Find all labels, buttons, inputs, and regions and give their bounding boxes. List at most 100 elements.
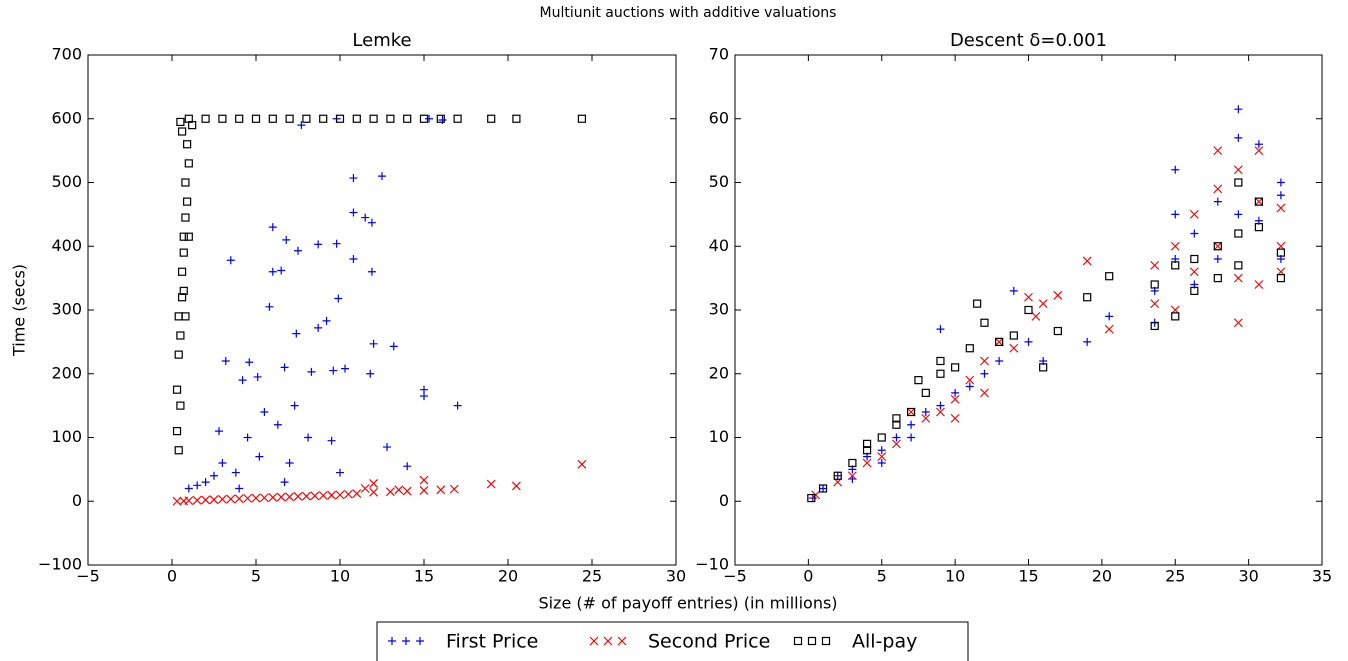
plus-marker (1234, 210, 1243, 219)
square-marker (833, 471, 842, 480)
plus-marker (307, 367, 316, 376)
square-marker (179, 286, 188, 295)
plus-marker (1276, 191, 1285, 200)
y-tick-label: 50 (709, 172, 729, 191)
plus-marker (367, 267, 376, 276)
square-marker (184, 159, 193, 168)
plus-marker (329, 366, 338, 375)
x-marker (936, 407, 945, 417)
x-marker (921, 413, 931, 423)
square-marker (1053, 326, 1062, 336)
x-marker (369, 487, 379, 497)
x-marker (1031, 311, 1041, 321)
x-tick-label: 25 (1165, 567, 1185, 586)
y-tick-label: 0 (72, 491, 82, 510)
plus-marker (341, 364, 350, 373)
square-marker (177, 267, 187, 276)
x-marker (811, 490, 821, 500)
plus-marker (1234, 133, 1243, 142)
x-tick-label: 35 (1312, 567, 1332, 586)
square-marker (184, 114, 193, 123)
square-marker (936, 369, 945, 378)
square-marker (176, 117, 185, 127)
square-marker (302, 114, 311, 123)
x-marker (1276, 203, 1286, 213)
plot-frame (734, 54, 1323, 566)
legend-label: First Price (446, 631, 538, 653)
square-marker (179, 232, 188, 241)
series-square (807, 178, 1286, 503)
chart-title: Lemke (352, 30, 411, 51)
x-marker (335, 490, 345, 500)
square-marker (818, 484, 828, 493)
square-marker (251, 114, 261, 123)
square-marker (319, 114, 328, 123)
plus-marker (184, 484, 193, 493)
plus-marker (253, 372, 262, 381)
square-marker (403, 114, 412, 123)
plus-marker (268, 223, 277, 232)
x-marker (906, 407, 916, 417)
x-marker (209, 495, 219, 505)
plus-marker (1276, 178, 1285, 187)
plus-marker (819, 484, 828, 493)
square-marker (807, 636, 817, 646)
square-marker (177, 127, 187, 136)
plus-marker (285, 459, 294, 467)
x-marker (419, 485, 429, 495)
square-marker (183, 140, 192, 149)
square-marker (1276, 248, 1286, 257)
square-marker (1234, 178, 1243, 187)
plus-marker (314, 323, 323, 332)
square-marker (995, 337, 1004, 346)
square-marker (285, 114, 294, 123)
plus-marker (273, 420, 282, 429)
square-marker (921, 388, 930, 397)
square-marker (1150, 321, 1159, 331)
x-tick-label: 10 (330, 567, 350, 586)
plus-marker (268, 267, 277, 276)
x-marker (172, 496, 182, 506)
series-plus (808, 105, 1285, 503)
plus-marker (193, 481, 202, 490)
x-tick-label: 10 (945, 567, 965, 586)
square-marker (1190, 254, 1199, 264)
series-plus (184, 114, 462, 493)
x-marker (1150, 299, 1160, 309)
x-marker (268, 493, 278, 502)
x-marker (394, 485, 404, 495)
y-tick-label: 100 (51, 427, 82, 446)
plus-marker (995, 357, 1004, 365)
plus-marker (965, 382, 974, 391)
square-marker (386, 114, 395, 123)
plus-marker (215, 427, 224, 436)
x-marker (1189, 267, 1199, 277)
x-marker (511, 481, 521, 491)
x-tick-label: 30 (1238, 567, 1258, 586)
plus-marker (280, 478, 289, 487)
x-marker (877, 452, 887, 462)
y-tick-label: 10 (709, 427, 729, 446)
x-marker (1213, 241, 1223, 251)
x-marker (980, 388, 989, 398)
plus-marker (1171, 210, 1180, 219)
x-marker (1189, 209, 1199, 219)
x-marker (892, 439, 901, 449)
plot-frame (87, 54, 677, 566)
square-marker (172, 427, 182, 436)
y-tick-label: 40 (709, 236, 729, 255)
y-tick-label: 0 (719, 491, 729, 510)
plus-marker (1105, 312, 1114, 321)
legend-frame (376, 621, 969, 661)
x-tick-label: 15 (414, 567, 434, 586)
x-tick-label: −5 (723, 567, 747, 586)
plus-marker (416, 637, 424, 645)
y-tick-label: 600 (51, 108, 82, 127)
x-marker (285, 492, 295, 502)
square-marker (1171, 261, 1180, 270)
x-marker (1233, 165, 1243, 175)
plus-marker (361, 213, 370, 222)
square-marker (980, 318, 989, 327)
x-marker (436, 485, 446, 495)
x-marker (352, 489, 362, 499)
